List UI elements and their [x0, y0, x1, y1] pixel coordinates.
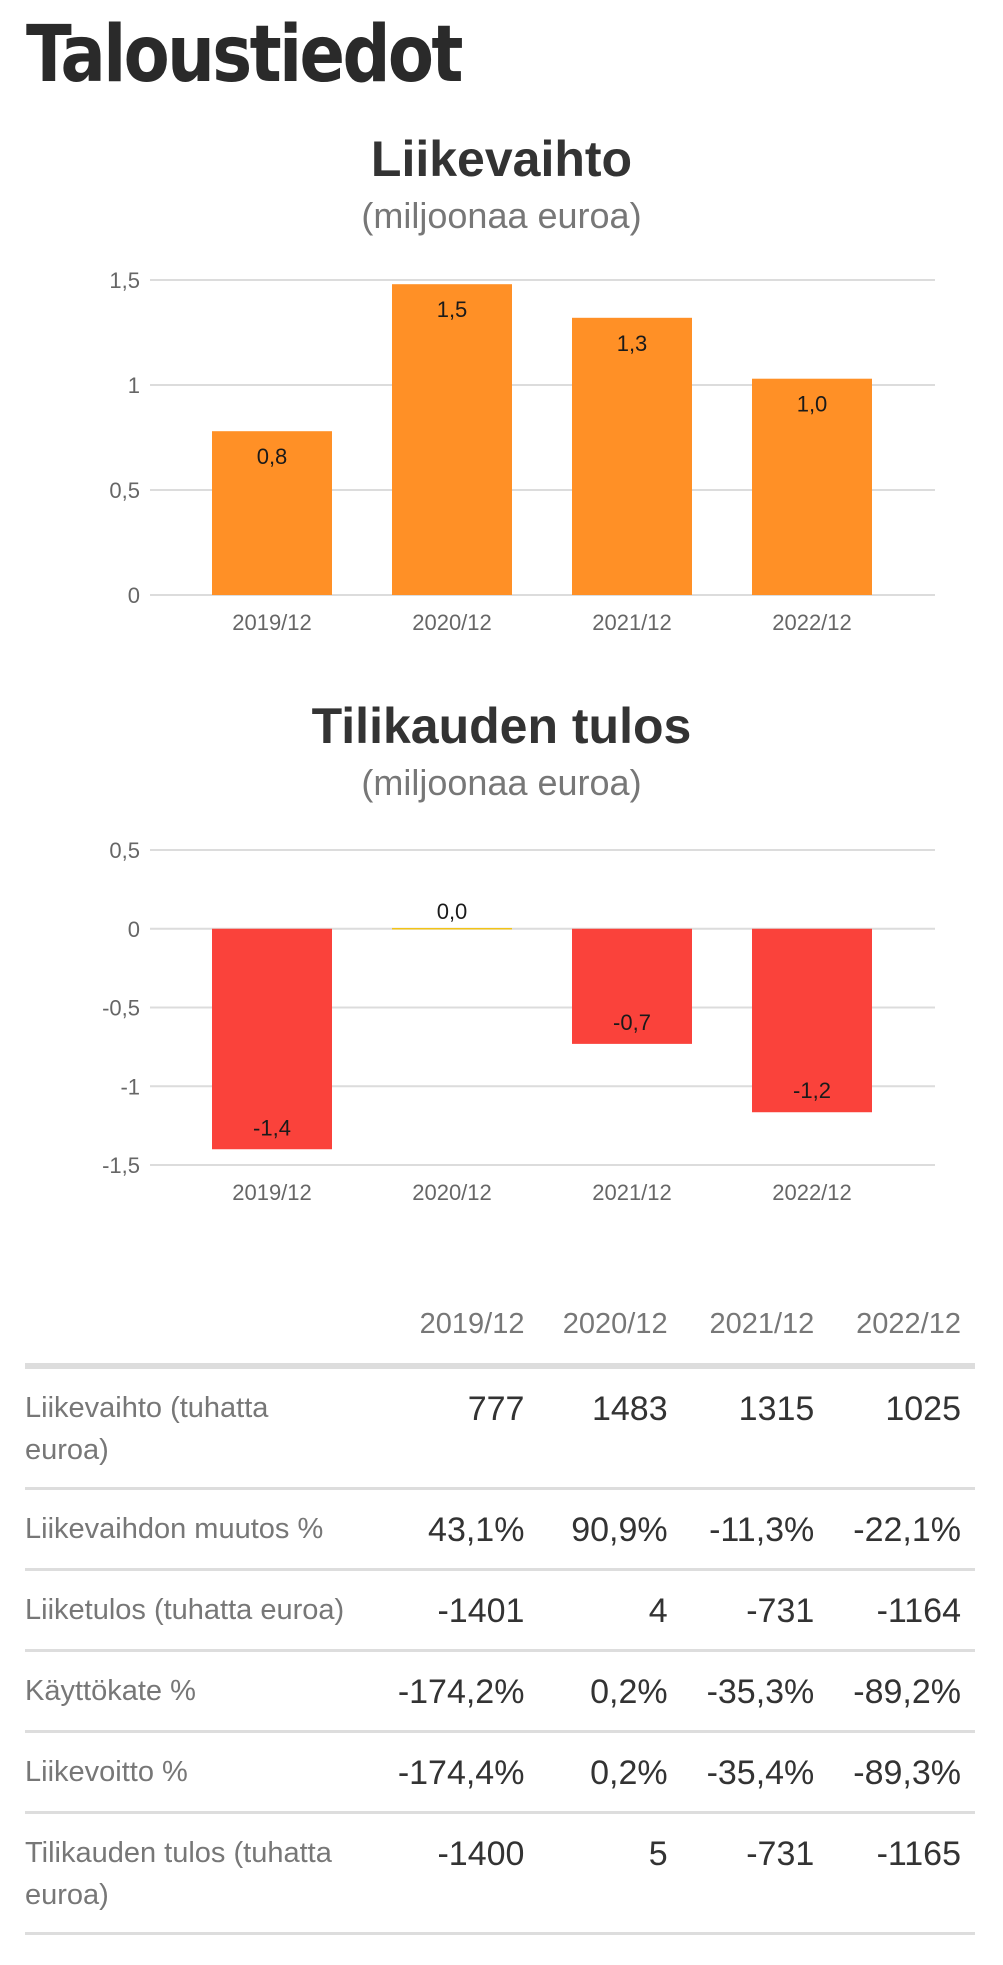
table-cell: -89,3%: [828, 1731, 975, 1814]
table-cell: -174,4%: [369, 1731, 539, 1814]
table-cell: -11,3%: [681, 1488, 829, 1571]
table-cell: 0,2%: [538, 1650, 682, 1733]
chart-subtitle-net-result: (miljoonaa euroa): [361, 762, 642, 803]
table-row: Käyttökate % -174,2% 0,2% -35,3% -89,2%: [25, 1650, 975, 1733]
y-tick-label: -1: [120, 1074, 140, 1099]
data-label: 0,8: [257, 444, 288, 469]
revenue-bar-chart: 0 0,5 1 1,5 0,8 2019/12 1,5 2020/12 1,3 2021/12 1,…: [109, 268, 935, 635]
table-cell: -1164: [828, 1569, 975, 1652]
table-cell: -1165: [828, 1812, 975, 1935]
y-tick-label: -0,5: [102, 996, 140, 1021]
table-column-header: 2019/12: [369, 1308, 539, 1369]
data-label: -1,2: [793, 1078, 831, 1103]
x-tick-label: 2020/12: [412, 610, 492, 635]
y-tick-label: 1: [128, 373, 140, 398]
table-cell: 0,2%: [538, 1731, 682, 1814]
chart-subtitle-revenue: (miljoonaa euroa): [361, 195, 642, 236]
table-cell: 5: [538, 1812, 682, 1935]
bar: [572, 317, 692, 595]
data-label: 1,0: [797, 392, 828, 417]
table-cell: -35,3%: [681, 1650, 829, 1733]
chart-title-revenue: Liikevaihto: [370, 131, 633, 187]
y-tick-label: 0,5: [109, 838, 140, 863]
table-cell: 43,1%: [369, 1488, 539, 1571]
data-label: 1,5: [437, 297, 468, 322]
data-label: 0,0: [437, 899, 468, 924]
y-tick-label: 0: [128, 583, 140, 608]
bar: [212, 928, 332, 1150]
x-tick-label: 2019/12: [232, 1180, 312, 1205]
y-tick-label: 0,5: [109, 478, 140, 503]
table-cell: 777: [369, 1366, 539, 1490]
row-label: Käyttökate %: [25, 1650, 369, 1733]
data-label: -0,7: [613, 1010, 651, 1035]
table-cell: 4: [538, 1569, 682, 1652]
table-row: Liiketulos (tuhatta euroa) -1401 4 -731 …: [25, 1569, 975, 1652]
net-result-bar-chart: -1,5 -1 -0,5 0 0,5 -1,4 2019/12 0,0 2020/12 -0,7 2…: [102, 838, 935, 1205]
table-column-header: 2022/12: [828, 1308, 975, 1369]
bar: [752, 928, 872, 1113]
table-cell: 1025: [828, 1366, 975, 1490]
y-tick-label: 1,5: [109, 268, 140, 293]
table-row: Liikevaihto (tuhatta euroa) 777 1483 131…: [25, 1366, 975, 1490]
table-cell: -731: [681, 1812, 829, 1935]
table-cell: 1315: [681, 1366, 829, 1490]
y-tick-label: -1,5: [102, 1153, 140, 1178]
bar: [572, 928, 692, 1044]
table-row: Liikevaihdon muutos % 43,1% 90,9% -11,3%…: [25, 1488, 975, 1571]
financials-table: 2019/12 2020/12 2021/12 2022/12 Liikevai…: [25, 1308, 975, 1935]
table-row: Tilikauden tulos (tuhatta euroa) -1400 5…: [25, 1812, 975, 1935]
chart-title-net-result: Tilikauden tulos: [311, 698, 692, 754]
table-row: Liikevoitto % -174,4% 0,2% -35,4% -89,3%: [25, 1731, 975, 1814]
row-label: Liikevaihto (tuhatta euroa): [25, 1366, 369, 1490]
table-column-header: 2020/12: [538, 1308, 682, 1369]
row-label: Liiketulos (tuhatta euroa): [25, 1569, 369, 1652]
x-tick-label: 2019/12: [232, 610, 312, 635]
table-cell: -35,4%: [681, 1731, 829, 1814]
x-tick-label: 2021/12: [592, 610, 672, 635]
row-label: Tilikauden tulos (tuhatta euroa): [25, 1812, 369, 1935]
bar: [212, 431, 332, 595]
x-tick-label: 2022/12: [772, 610, 852, 635]
row-label: Liikevoitto %: [25, 1731, 369, 1814]
table-cell: 1483: [538, 1366, 682, 1490]
table-corner-header: [25, 1308, 369, 1369]
x-tick-label: 2021/12: [592, 1180, 672, 1205]
bar: [752, 378, 872, 595]
data-label: -1,4: [253, 1115, 291, 1140]
x-tick-label: 2020/12: [412, 1180, 492, 1205]
row-label: Liikevaihdon muutos %: [25, 1488, 369, 1571]
table-cell: -1400: [369, 1812, 539, 1935]
bar: [392, 284, 512, 595]
table-cell: -731: [681, 1569, 829, 1652]
page-title: Taloustiedot: [26, 10, 463, 100]
table-cell: -89,2%: [828, 1650, 975, 1733]
table-cell: 90,9%: [538, 1488, 682, 1571]
y-tick-label: 0: [128, 917, 140, 942]
data-label: 1,3: [617, 331, 648, 356]
table-cell: -174,2%: [369, 1650, 539, 1733]
x-tick-label: 2022/12: [772, 1180, 852, 1205]
table-cell: -22,1%: [828, 1488, 975, 1571]
table-header-row: 2019/12 2020/12 2021/12 2022/12: [25, 1308, 975, 1369]
table-column-header: 2021/12: [681, 1308, 829, 1369]
table-cell: -1401: [369, 1569, 539, 1652]
bar: [392, 927, 512, 930]
